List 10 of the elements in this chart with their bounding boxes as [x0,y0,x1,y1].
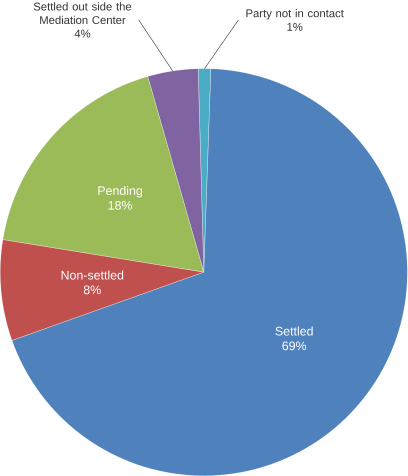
data-label: 4% [74,30,90,38]
data-label: 18% [108,200,132,210]
data-label: 69% [282,341,306,350]
data-label: 8% [84,285,101,294]
slice-label: Settled out side the Mediation Center [34,2,132,24]
data-label: 1% [288,22,303,31]
slice-label: Pending [98,186,142,198]
slice-label: Non-settled [62,270,124,280]
slice-label: Party not in contact [246,9,344,20]
slice-label: Settled [276,326,313,336]
